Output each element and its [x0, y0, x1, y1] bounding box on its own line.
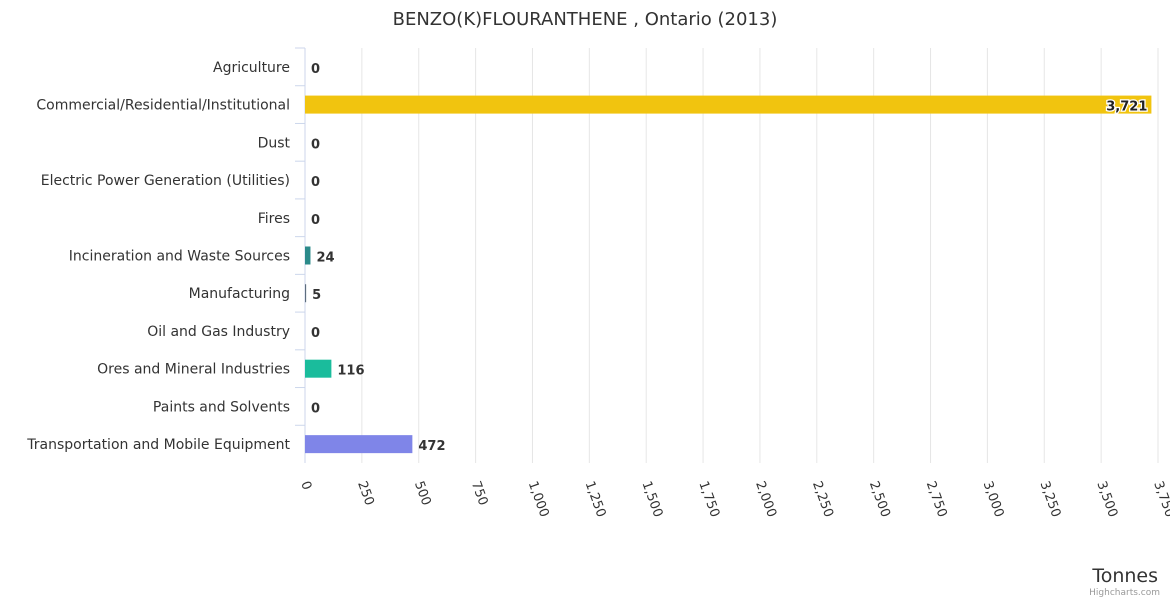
tick-label: 3,250 [1037, 479, 1064, 519]
tick-label: 3,750 [1150, 479, 1170, 519]
tick-label: 2,750 [923, 479, 950, 519]
tick-label: 2,500 [866, 479, 893, 519]
category-label: Incineration and Waste Sources [69, 249, 290, 265]
data-label: 0 [311, 62, 320, 77]
tick-label: 0 [297, 479, 314, 492]
x-axis-ticks: 0 250 500 750 1,000 1,250 1,500 1,750 2,000 2,250… [297, 479, 1170, 519]
category-label: Agriculture [213, 60, 290, 76]
tick-label: 500 [411, 479, 434, 507]
bar [305, 246, 311, 265]
tick-label: 1,250 [582, 479, 609, 519]
tick-label: 1,000 [525, 479, 552, 519]
tick-label: 1,500 [638, 479, 665, 519]
tick-label: 3,500 [1093, 479, 1120, 519]
data-label: 0 [311, 401, 320, 416]
tick-label: 250 [354, 479, 377, 507]
data-label: 24 [316, 251, 334, 266]
bar [305, 359, 332, 378]
bar [305, 435, 413, 454]
data-label: 0 [311, 326, 320, 341]
credit-link[interactable]: Highcharts.com [1089, 588, 1160, 598]
category-label: Dust [258, 135, 291, 151]
category-label: Oil and Gas Industry [147, 324, 290, 340]
x-axis-title: Tonnes [1091, 565, 1158, 587]
chart-title: BENZO(K)FLOURANTHENE , Ontario (2013) [393, 9, 778, 30]
tick-label: 2,000 [752, 479, 779, 519]
category-label: Electric Power Generation (Utilities) [41, 173, 290, 189]
tick-label: 750 [468, 479, 491, 507]
data-label: 5 [312, 288, 321, 303]
data-label: 0 [311, 175, 320, 190]
data-label: 472 [418, 439, 445, 454]
bars [305, 95, 1152, 454]
category-label: Paints and Solvents [153, 399, 290, 415]
data-label: 0 [311, 213, 320, 228]
bar [305, 284, 307, 303]
category-label: Fires [258, 211, 290, 227]
data-label: 0 [311, 137, 320, 152]
category-label: Transportation and Mobile Equipment [26, 437, 290, 453]
bar [305, 95, 1152, 114]
category-label: Ores and Mineral Industries [97, 362, 290, 378]
data-labels: 0 3,721 0 0 0 24 5 0 116 0 472 [311, 62, 1149, 454]
category-label: Commercial/Residential/Institutional [36, 98, 290, 114]
tick-label: 3,000 [980, 479, 1007, 519]
category-labels: Agriculture Commercial/Residential/Instit… [26, 60, 290, 453]
gridlines [295, 47, 1159, 463]
category-label: Manufacturing [189, 286, 290, 302]
tick-label: 1,750 [695, 479, 722, 519]
data-label: 116 [337, 364, 364, 379]
data-label: 3,721 [1106, 100, 1147, 115]
tick-label: 2,250 [809, 479, 836, 519]
